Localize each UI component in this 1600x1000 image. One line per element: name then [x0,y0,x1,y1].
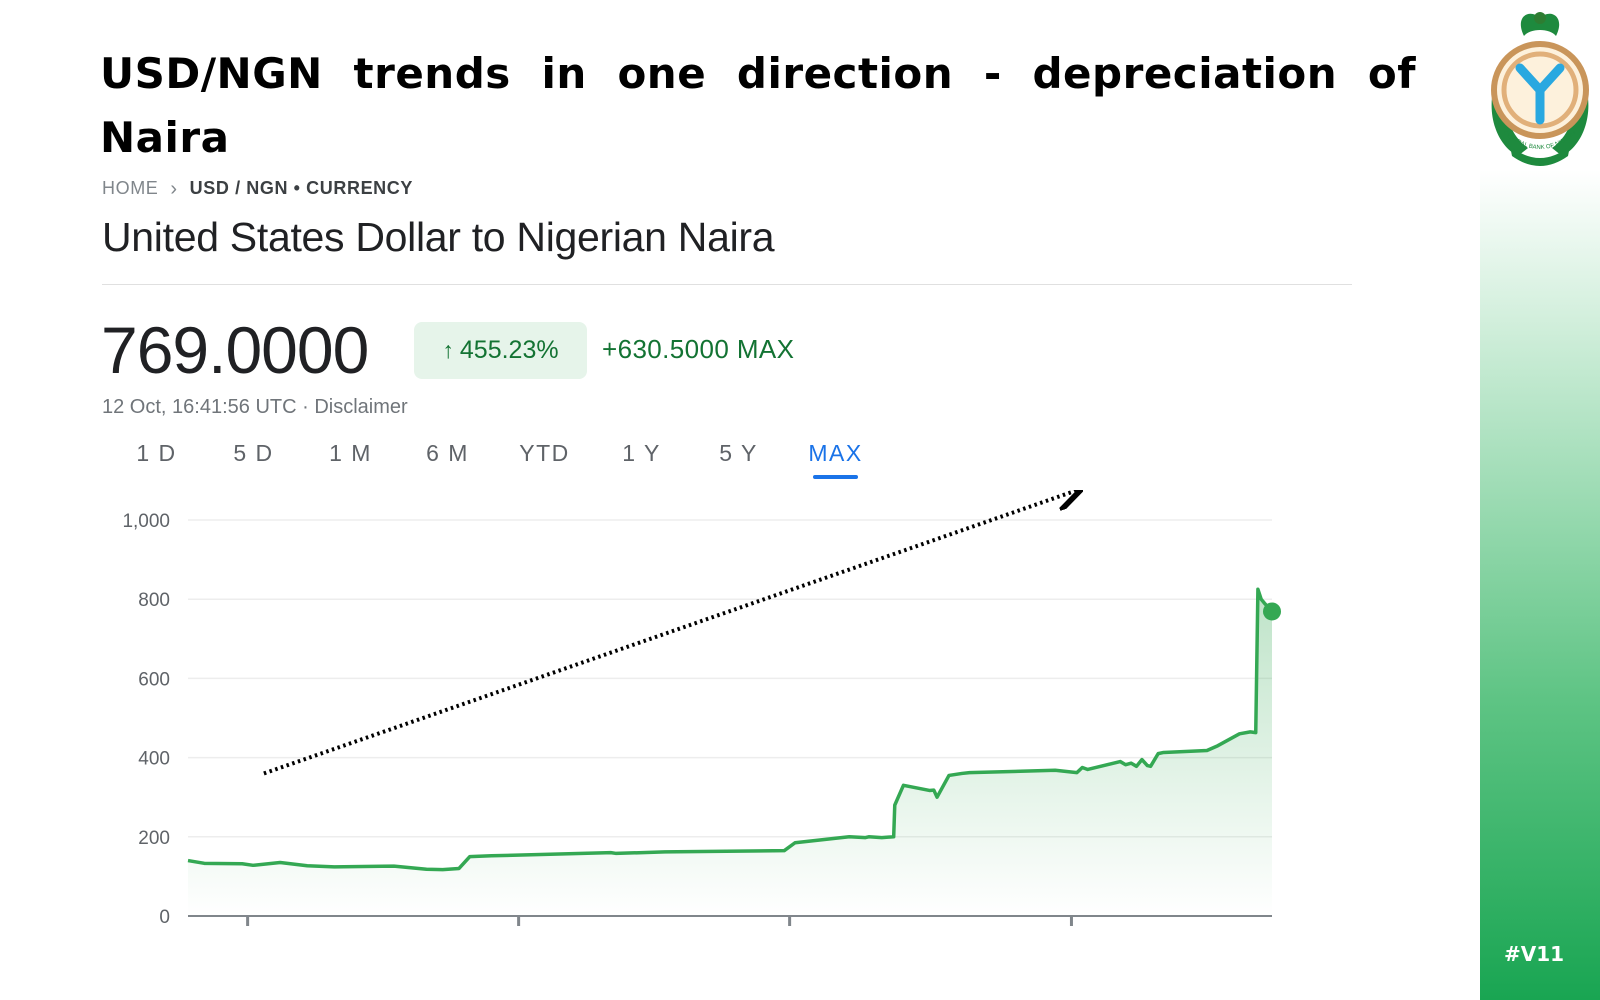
tab-max[interactable]: MAX [787,440,884,479]
price-line [187,587,1274,872]
breadcrumb-home-link[interactable]: HOME [102,178,159,198]
y-tick-label: 400 [138,749,170,770]
quote-timestamp: 12 Oct, 16:41:56 UTC · Disclaimer [102,396,408,418]
tab-6m[interactable]: 6 M [426,440,469,466]
tab-1d[interactable]: 1 D [136,440,177,466]
breadcrumb: HOME › USD / NGN • CURRENCY [102,178,413,199]
trend-arrow [263,490,1077,776]
tab-5y[interactable]: 5 Y [719,440,758,466]
area-fill [188,589,1272,916]
y-tick-label: 800 [138,590,170,611]
tab-1y[interactable]: 1 Y [622,440,661,466]
last-price-point [1263,602,1281,621]
divider [102,284,1352,285]
breadcrumb-current: USD / NGN • CURRENCY [189,178,413,198]
side-panel [1480,0,1600,1000]
exchange-rate-chart[interactable]: 0 200 400 600 800 1,000 [100,490,1290,950]
slide-tag: #V11 [1504,942,1565,966]
absolute-change: +630.5000 MAX [602,334,795,364]
y-tick-label: 1,000 [122,511,170,532]
arrow-up-icon: ↑ [442,337,454,363]
slide-title: USD/NGN trends in one direction - deprec… [100,49,1416,162]
tab-1m[interactable]: 1 M [329,440,372,466]
y-tick-label: 0 [159,907,170,928]
y-tick-label: 200 [138,828,170,849]
tab-ytd[interactable]: YTD [519,440,570,466]
percent-change-value: 455.23% [459,336,559,364]
range-tabs: 1 D 5 D 1 M 6 M YTD 1 Y 5 Y MAX [108,440,884,479]
price-value: 769.0000 [101,313,369,387]
central-bank-logo: CENTRAL BANK OF NIGERIA [1491,12,1589,166]
chevron-right-icon: › [170,177,178,200]
page-title: United States Dollar to Nigerian Naira [102,214,775,260]
y-tick-label: 600 [138,669,170,690]
percent-change-badge: ↑ 455.23% [414,322,587,379]
tab-5d[interactable]: 5 D [233,440,274,466]
